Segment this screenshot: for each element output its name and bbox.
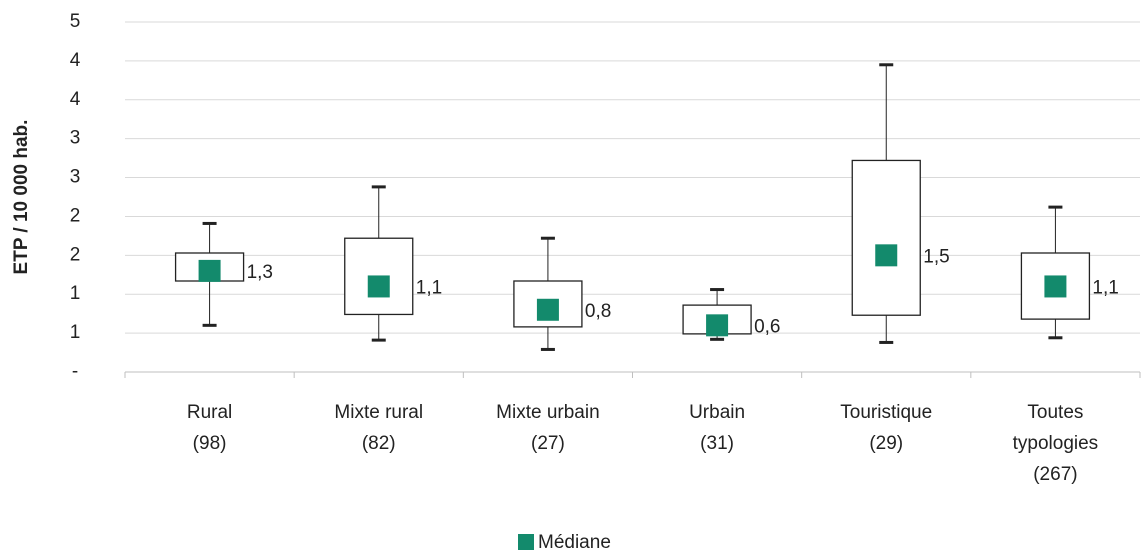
x-tick-label: (82) xyxy=(362,433,396,454)
x-tick-label: Mixte urbain xyxy=(496,402,600,423)
median-label: 0,8 xyxy=(585,301,611,322)
y-tick-label: 2 xyxy=(70,205,81,226)
legend-swatch xyxy=(518,534,534,550)
median-marker xyxy=(198,259,221,282)
x-tick-label: typologies xyxy=(1013,433,1099,454)
median-label: 1,5 xyxy=(923,246,949,267)
box xyxy=(851,159,921,316)
box xyxy=(344,237,414,316)
x-tick-label: (27) xyxy=(531,433,565,454)
median-marker xyxy=(706,314,729,337)
y-tick-label: 1 xyxy=(70,322,81,343)
y-tick-label: 4 xyxy=(70,89,81,110)
median-marker xyxy=(1044,275,1067,298)
x-tick-label: Urbain xyxy=(689,402,745,423)
y-tick-label: - xyxy=(72,361,78,382)
y-axis-title: ETP / 10 000 hab. xyxy=(11,120,32,275)
y-tick-label: 4 xyxy=(70,50,81,71)
y-tick-label: 3 xyxy=(70,167,81,188)
median-label: 1,3 xyxy=(247,262,273,283)
x-tick-label: Mixte rural xyxy=(334,402,423,423)
median-label: 1,1 xyxy=(1092,277,1118,298)
median-marker xyxy=(367,275,390,298)
median-marker xyxy=(536,298,559,321)
x-tick-label: (267) xyxy=(1033,464,1077,485)
y-tick-label: 5 xyxy=(70,11,81,32)
median-label: 1,1 xyxy=(416,277,442,298)
x-tick-label: Touristique xyxy=(840,402,932,423)
y-tick-label: 1 xyxy=(70,283,81,304)
x-tick-label: Rural xyxy=(187,402,232,423)
x-tick-label: (31) xyxy=(700,433,734,454)
x-tick-label: Toutes xyxy=(1027,402,1083,423)
median-marker xyxy=(875,244,898,267)
y-tick-label: 3 xyxy=(70,128,81,149)
y-tick-label: 2 xyxy=(70,244,81,265)
x-tick-label: (29) xyxy=(869,433,903,454)
x-tick-label: (98) xyxy=(193,433,227,454)
median-label: 0,6 xyxy=(754,316,780,337)
legend-label: Médiane xyxy=(538,532,611,553)
